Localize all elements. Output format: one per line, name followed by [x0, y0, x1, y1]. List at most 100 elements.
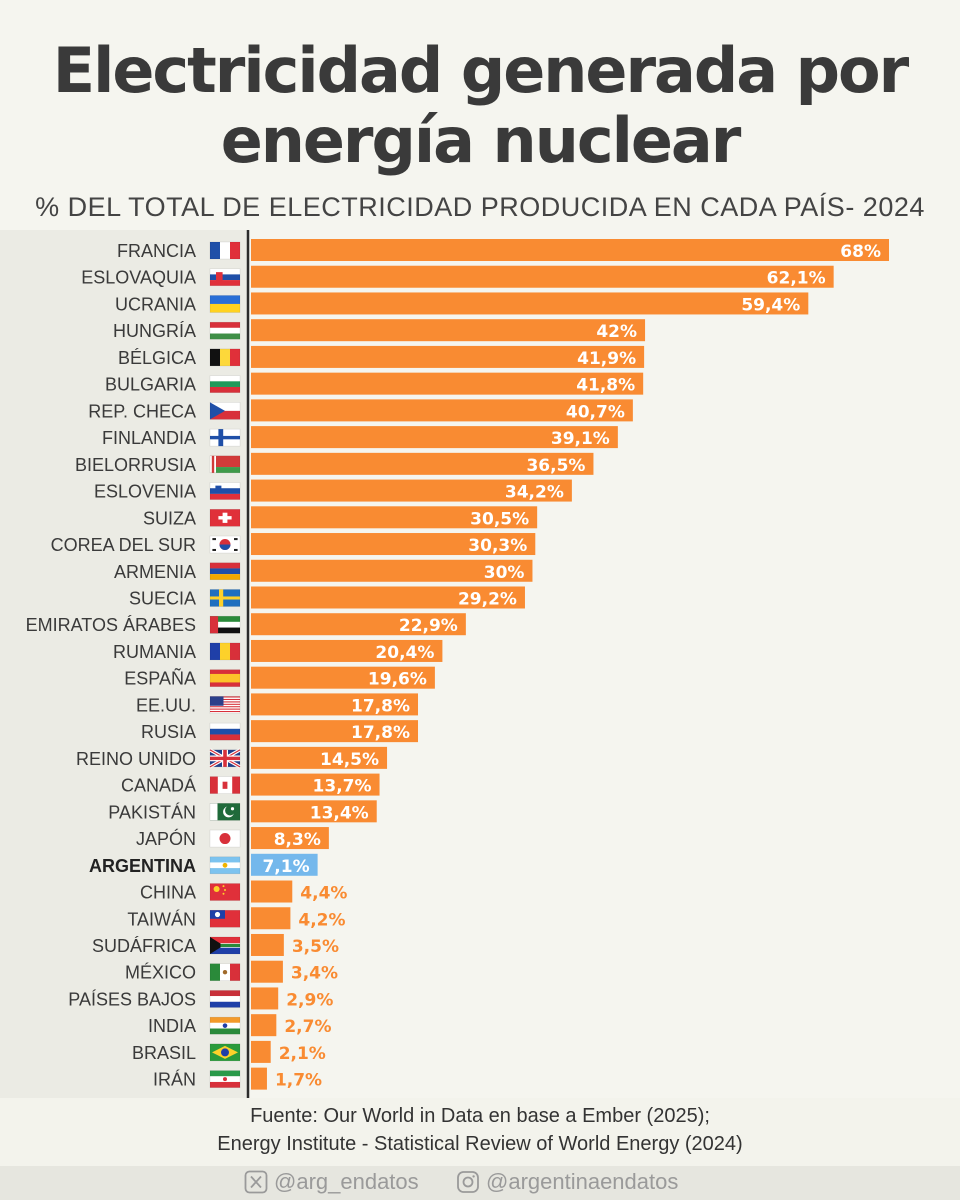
value-label: 29,2% — [458, 589, 517, 609]
bar — [251, 613, 466, 636]
bar — [251, 479, 572, 502]
india-flag-icon — [209, 1016, 241, 1035]
bar — [251, 827, 329, 850]
category-label: ARGENTINA — [89, 856, 196, 876]
category-label: BULGARIA — [105, 375, 196, 395]
bar — [251, 960, 283, 983]
value-label: 3,5% — [292, 937, 339, 957]
czechia-flag-icon — [209, 402, 241, 420]
value-label: 41,9% — [577, 349, 636, 369]
category-label: EMIRATOS ÁRABES — [26, 615, 196, 635]
x-handle: @arg_endatos — [274, 1169, 419, 1194]
bar — [251, 1014, 277, 1037]
bar — [251, 853, 318, 876]
source-line-1: Fuente: Our World in Data en base a Embe… — [250, 1105, 710, 1127]
canada-flag-icon — [209, 776, 241, 794]
china-flag-icon — [209, 883, 241, 901]
ukraine-flag-icon — [209, 295, 241, 313]
instagram-social-link[interactable]: @argentinaendatos — [456, 1167, 678, 1197]
category-label: ARMENIA — [114, 562, 196, 582]
value-label: 42% — [596, 322, 637, 342]
category-label: CANADÁ — [121, 776, 196, 796]
x-social-link[interactable]: @arg_endatos — [244, 1167, 419, 1197]
value-label: 3,4% — [291, 964, 338, 984]
value-label: 20,4% — [375, 643, 434, 663]
bar — [251, 666, 435, 689]
bar — [251, 639, 443, 662]
value-label: 34,2% — [505, 483, 564, 503]
pakistan-flag-icon — [209, 803, 241, 821]
bar — [251, 773, 380, 796]
bar — [251, 800, 377, 823]
category-label: RUSIA — [141, 722, 196, 742]
category-label: ESPAÑA — [124, 668, 196, 689]
category-label: REP. CHECA — [88, 401, 196, 421]
category-label: ESLOVENIA — [94, 482, 196, 502]
spain-flag-icon — [209, 669, 241, 687]
value-label: 13,7% — [313, 777, 372, 797]
south-korea-flag-icon — [209, 535, 241, 554]
chart-subtitle: % DEL TOTAL DE ELECTRICIDAD PRODUCIDA EN… — [35, 192, 925, 222]
mexico-flag-icon — [209, 963, 241, 982]
category-label: INDIA — [148, 1016, 196, 1036]
category-label: EE.UU. — [136, 695, 196, 715]
france-flag-icon — [209, 241, 241, 260]
bar — [251, 452, 594, 475]
category-label: REINO UNIDO — [76, 749, 196, 769]
bar — [251, 693, 419, 716]
bar — [251, 506, 538, 529]
value-label: 2,7% — [284, 1017, 331, 1037]
category-label: CHINA — [140, 883, 196, 903]
title-line-1: Electricidad generada por — [52, 34, 909, 107]
value-label: 13,4% — [310, 803, 369, 823]
value-label: 8,3% — [274, 830, 321, 850]
switzerland-flag-icon — [209, 508, 241, 527]
category-label: BÉLGICA — [118, 348, 196, 368]
category-label: ESLOVAQUIA — [81, 268, 196, 288]
value-label: 4,4% — [300, 884, 347, 904]
bar — [251, 426, 618, 449]
bar — [251, 319, 646, 342]
source-line-2: Energy Institute - Statistical Review of… — [217, 1133, 743, 1155]
iran-flag-icon — [209, 1070, 241, 1088]
south-africa-flag-icon — [209, 936, 241, 955]
value-label: 17,8% — [351, 696, 410, 716]
category-label: SUECIA — [129, 588, 196, 608]
armenia-flag-icon — [209, 562, 241, 581]
bar — [251, 907, 291, 930]
category-label: TAIWÁN — [127, 909, 196, 929]
bar — [251, 746, 388, 769]
value-label: 68% — [840, 242, 881, 262]
value-label: 30,5% — [470, 509, 529, 529]
category-label: IRÁN — [153, 1070, 196, 1090]
bar — [251, 880, 293, 903]
sweden-flag-icon — [209, 589, 241, 607]
brazil-flag-icon — [209, 1043, 241, 1062]
category-label: MÉXICO — [125, 963, 196, 983]
value-label: 4,2% — [298, 910, 345, 930]
value-label: 41,8% — [576, 376, 635, 396]
title-line-2: energía nuclear — [220, 104, 742, 177]
bar — [251, 933, 284, 956]
slovakia-flag-icon — [209, 268, 241, 287]
value-label: 39,1% — [551, 429, 610, 449]
bar — [251, 720, 419, 743]
category-label: SUDÁFRICA — [92, 936, 196, 956]
value-label: 2,1% — [279, 1044, 326, 1064]
bar — [251, 559, 533, 582]
bar — [251, 345, 645, 368]
value-label: 30,3% — [468, 536, 527, 556]
value-label: 36,5% — [526, 456, 585, 476]
bar — [251, 399, 633, 422]
usa-flag-icon — [209, 696, 241, 714]
value-label: 59,4% — [741, 295, 800, 315]
value-label: 7,1% — [262, 857, 309, 877]
belgium-flag-icon — [209, 348, 241, 367]
category-label: FINLANDIA — [102, 428, 196, 448]
x-logo-icon — [244, 1170, 268, 1194]
uae-flag-icon — [209, 615, 241, 634]
uk-flag-icon — [209, 748, 241, 769]
bar — [251, 292, 809, 315]
bar-chart: FRANCIA 68% ESLOVAQUIA 62,1% UCRANIA 59,4% HUN… — [0, 230, 889, 1098]
bar — [251, 372, 644, 395]
